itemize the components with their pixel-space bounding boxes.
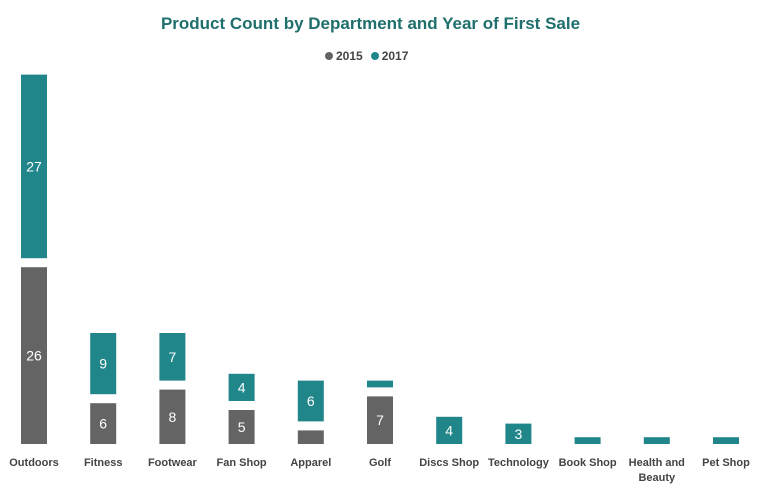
data-label-technology-2017: 3	[515, 426, 523, 442]
legend-item-2015[interactable]: 2015	[325, 49, 363, 63]
bar-fan-shop-2017[interactable]	[228, 373, 255, 401]
x-tick-label-fitness: Fitness	[84, 457, 123, 469]
bar-fan-shop-2015[interactable]	[228, 410, 255, 444]
data-label-fitness-2015: 6	[99, 416, 107, 432]
x-tick-label-golf: Golf	[369, 457, 391, 469]
data-label-fan-shop-2015: 5	[238, 419, 246, 435]
bar-technology-2017[interactable]	[505, 423, 532, 444]
bar-golf-2015[interactable]	[367, 396, 393, 444]
chart-legend: 2015 2017	[325, 49, 408, 63]
bar-outdoors-2017[interactable]	[21, 74, 47, 259]
data-label-golf-2015: 7	[376, 412, 384, 428]
data-label-discs-shop-2017: 4	[445, 422, 453, 438]
bar-fitness-2015[interactable]	[90, 403, 117, 444]
x-tick-label-book-shop: Book Shop	[559, 457, 617, 469]
data-label-fan-shop-2017: 4	[238, 379, 246, 395]
data-label-footwear-2015: 8	[169, 409, 177, 425]
bar-discs-shop-2017[interactable]	[436, 416, 463, 444]
x-tick-label-outdoors: Outdoors	[9, 457, 59, 469]
bar-outdoors-2015[interactable]	[21, 267, 47, 444]
bar-footwear-2015[interactable]	[159, 389, 186, 444]
x-tick-label-discs-shop: Discs Shop	[419, 457, 479, 469]
legend-dot-2015	[325, 52, 333, 60]
x-tick-label-technology: Technology	[488, 457, 550, 469]
bar-pet-shop-2017[interactable]	[713, 437, 739, 444]
x-tick-label-pet-shop: Pet Shop	[702, 457, 750, 469]
bar-book-shop-2017[interactable]	[574, 437, 601, 444]
data-label-apparel-2017: 6	[307, 393, 315, 409]
legend-label-2017: 2017	[381, 49, 409, 63]
legend-dot-2017	[370, 52, 379, 60]
legend-label-2015: 2015	[336, 49, 363, 63]
bar-footwear-2017[interactable]	[159, 333, 186, 381]
bar-apparel-2015[interactable]	[297, 430, 324, 444]
data-label-outdoors-2017: 27	[26, 158, 42, 174]
x-tick-label-footwear: Footwear	[148, 457, 198, 469]
legend-item-2017[interactable]: 2017	[370, 49, 409, 63]
x-tick-label-fan-shop: Fan Shop	[217, 457, 267, 469]
bar-golf-2017[interactable]	[367, 380, 393, 388]
x-tick-label-apparel: Apparel	[290, 457, 331, 469]
x-tick-label-health-and-beauty: Health and Beauty	[629, 457, 685, 484]
data-label-footwear-2017: 7	[169, 349, 177, 365]
bar-health-and-beauty-2017[interactable]	[643, 437, 670, 444]
data-label-outdoors-2015: 26	[26, 348, 42, 364]
data-label-fitness-2017: 9	[99, 356, 107, 372]
bar-fitness-2017[interactable]	[90, 333, 117, 395]
bar-apparel-2017[interactable]	[297, 380, 324, 422]
chart-title: Product Count by Department and Year of …	[160, 14, 581, 33]
